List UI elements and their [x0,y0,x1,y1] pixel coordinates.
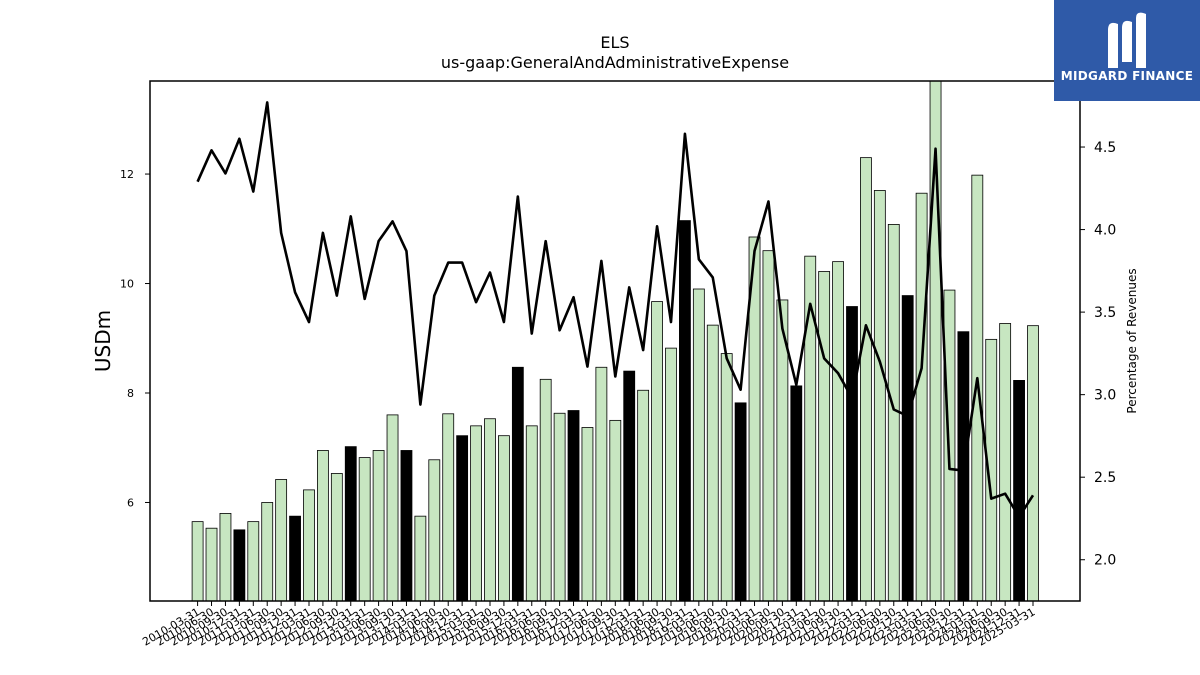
bar-2019-06-30 [706,324,719,602]
bar-2016-03-31 [525,425,538,602]
bar-2021-12-31 [846,306,858,602]
y2-tick-label: 3.5 [1094,305,1116,321]
bar-2019-12-31 [734,402,747,602]
bar-2010-06-30 [205,527,218,602]
y2-tick-label: 2.5 [1094,470,1116,486]
bar-2011-09-30 [275,479,288,602]
bar-2021-09-30 [832,261,844,602]
bar-2015-03-31 [470,425,482,602]
chart-subtitle: us-gaap:GeneralAndAdministrativeExpense [441,53,789,72]
bar-2024-09-30 [999,323,1012,602]
bar-2013-09-30 [386,414,399,602]
x-axis: 2010-03-312010-06-302010-09-302010-12-31… [140,601,1038,649]
bar-2017-06-30 [595,366,608,602]
pct-revenue-line [196,101,1035,519]
midgard-logo-icon [1108,12,1146,69]
bar-2018-09-30 [665,347,677,602]
y-tick-label: 10 [120,278,134,291]
bar-2022-06-30 [873,190,886,602]
bar-2012-06-30 [317,450,329,602]
bar-2018-06-30 [651,301,663,602]
bar-2013-03-31 [358,457,371,602]
bar-2010-12-31 [233,529,246,602]
bars-group [191,80,1039,602]
bar-2015-12-31 [511,366,524,602]
bar-2017-09-30 [609,419,622,602]
y2-tick-label: 4.0 [1094,223,1116,239]
y2-axis-label: Percentage of Revenues [1125,268,1139,413]
bar-2018-12-31 [679,220,691,602]
bar-2019-09-30 [720,353,733,602]
bar-2013-06-30 [372,450,385,602]
chart-title: ELS [600,33,629,52]
bar-2011-06-30 [261,502,274,602]
logo-text: MIDGARD FINANCE [1060,69,1194,83]
bar-2017-03-31 [581,427,594,602]
line-group [196,101,1035,519]
bar-2016-12-31 [567,410,580,602]
bar-2022-03-31 [860,157,872,602]
y-axis-label: USDm [91,310,115,372]
bar-2018-03-31 [637,389,650,602]
bar-2013-12-31 [400,450,413,602]
y-axis-right: 2.0 2.5 3.0 3.5 4.0 4.5 [1080,140,1116,569]
y2-tick-label: 4.5 [1094,140,1116,156]
bar-2016-06-30 [539,378,552,602]
bar-2011-03-31 [247,521,260,602]
bar-2020-12-31 [790,385,803,602]
bar-2012-03-31 [303,489,315,602]
bar-2012-09-30 [330,473,343,602]
bar-2014-12-31 [456,435,469,602]
bar-2023-03-31 [915,192,928,602]
y-axis-left: 6 8 10 12 [120,168,150,509]
bar-2010-03-31 [191,521,204,602]
bar-2014-09-30 [442,413,455,602]
bar-2010-09-30 [219,513,232,602]
bar-2011-12-31 [289,515,301,602]
bar-2021-06-30 [818,271,831,602]
bar-2024-12-31 [1013,380,1025,602]
bar-2015-09-30 [498,435,510,602]
bar-2017-12-31 [623,370,636,602]
y2-tick-label: 3.0 [1094,388,1116,404]
bar-2014-06-30 [428,459,441,602]
bar-2022-12-31 [901,295,914,602]
y-tick-label: 8 [127,387,134,400]
y-tick-label: 6 [127,496,134,509]
bar-2020-06-30 [762,250,775,602]
bar-2019-03-31 [692,288,705,602]
bar-2015-06-30 [484,418,496,602]
y2-tick-label: 2.0 [1094,553,1116,569]
bar-2016-09-30 [553,412,566,602]
bar-2014-03-31 [414,515,427,602]
bar-2012-12-31 [344,446,357,602]
midgard-finance-logo: MIDGARD FINANCE [1054,0,1200,101]
y-tick-label: 12 [120,168,134,181]
bar-2025-03-31 [1027,325,1039,602]
